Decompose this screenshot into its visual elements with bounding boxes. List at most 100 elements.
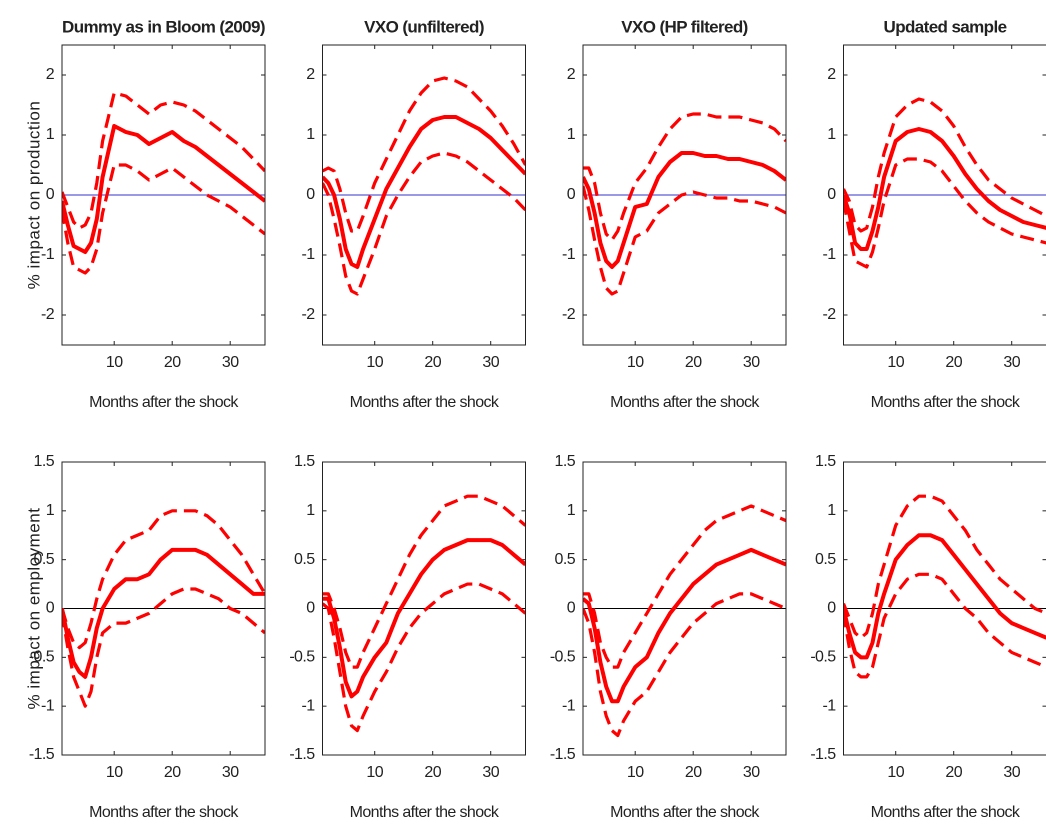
y-tick-label: -2 <box>562 306 576 323</box>
x-tick-label: 30 <box>1003 764 1020 781</box>
y-tick-label: 1 <box>827 126 836 143</box>
y-tick-label: 2 <box>827 66 836 83</box>
x-tick-label: 30 <box>743 354 760 371</box>
y-tick-label: 1.5 <box>294 453 315 470</box>
response-line <box>843 127 1046 251</box>
panel-title: VXO (unfiltered) <box>364 17 484 36</box>
x-axis-label: Months after the shock <box>89 394 239 411</box>
y-tick-label: -1 <box>41 246 55 263</box>
band-line <box>322 494 526 669</box>
y-tick-label: -1 <box>562 697 576 714</box>
y-tick-label: 1 <box>306 502 315 519</box>
band-line <box>322 76 526 233</box>
x-axis-label: Months after the shock <box>871 804 1021 821</box>
y-tick-label: 0 <box>567 186 576 203</box>
y-tick-label: -2 <box>41 306 55 323</box>
y-tick-label: -1.5 <box>289 746 315 763</box>
x-tick-label: 10 <box>887 354 904 371</box>
band-line <box>322 151 526 296</box>
x-tick-label: 10 <box>106 764 123 781</box>
y-axis-label: % impact on employment <box>24 508 43 710</box>
panel: % impact on employment Months after the s… <box>24 453 266 821</box>
panel-title: VXO (HP filtered) <box>621 17 747 36</box>
x-tick-label: 20 <box>164 354 181 371</box>
y-tick-label: -1 <box>41 697 55 714</box>
x-tick-label: 20 <box>424 764 441 781</box>
y-tick-label: 0.5 <box>294 551 315 568</box>
panel: Updated sample Months after the shock -2 -1… <box>822 17 1046 411</box>
band-line <box>62 587 265 708</box>
panel: VXO (unfiltered) Months after the shock -2… <box>301 17 526 411</box>
band-line <box>843 572 1046 679</box>
x-tick-label: 20 <box>685 764 702 781</box>
axes-box <box>843 461 1046 756</box>
y-tick-label: 0 <box>306 186 315 203</box>
band-line <box>62 163 265 275</box>
x-axis-label: Months after the shock <box>610 394 760 411</box>
x-tick-label: 20 <box>164 764 181 781</box>
y-tick-label: 0 <box>827 600 836 617</box>
axes-box <box>582 461 787 756</box>
band-line <box>583 504 786 669</box>
panel: Months after the shock -1.5 -1 -0.5 0 0.5 1 1.5… <box>550 453 787 821</box>
x-tick-label: 30 <box>482 764 499 781</box>
y-tick-label: -1.5 <box>29 746 55 763</box>
x-tick-label: 20 <box>945 764 962 781</box>
y-tick-label: -0.5 <box>810 649 836 666</box>
y-tick-label: -0.5 <box>29 649 55 666</box>
x-tick-label: 20 <box>945 354 962 371</box>
x-tick-label: 10 <box>366 764 383 781</box>
y-tick-label: 1.5 <box>34 453 55 470</box>
x-axis-label: Months after the shock <box>89 804 239 821</box>
y-tick-label: 2 <box>306 66 315 83</box>
y-tick-label: 2 <box>46 66 55 83</box>
y-tick-label: 1 <box>567 126 576 143</box>
x-tick-label: 30 <box>222 764 239 781</box>
y-tick-label: 0 <box>567 600 576 617</box>
band-line <box>843 494 1046 640</box>
axes-box <box>582 44 787 346</box>
y-tick-label: 0.5 <box>555 551 576 568</box>
y-tick-label: -1 <box>822 246 836 263</box>
band-line <box>583 185 786 296</box>
y-tick-label: 0.5 <box>815 551 836 568</box>
x-tick-label: 10 <box>106 354 123 371</box>
y-tick-label: 0.5 <box>34 551 55 568</box>
y-tick-label: 0 <box>46 600 55 617</box>
y-tick-label: 1 <box>306 126 315 143</box>
band-line <box>843 157 1046 269</box>
response-line <box>322 115 526 269</box>
y-tick-label: 1 <box>567 502 576 519</box>
y-tick-label: -1 <box>822 697 836 714</box>
y-tick-label: 1 <box>827 502 836 519</box>
y-tick-label: -2 <box>301 306 315 323</box>
response-line <box>583 547 786 704</box>
response-line <box>583 151 786 269</box>
y-tick-label: 0 <box>827 186 836 203</box>
response-line <box>62 124 265 254</box>
y-tick-label: -0.5 <box>550 649 576 666</box>
x-tick-label: 10 <box>366 354 383 371</box>
y-tick-label: -1 <box>301 246 315 263</box>
x-axis-label: Months after the shock <box>350 394 500 411</box>
y-tick-label: -1 <box>562 246 576 263</box>
y-tick-label: -1 <box>301 697 315 714</box>
band-line <box>583 592 786 738</box>
x-tick-label: 10 <box>887 764 904 781</box>
y-tick-label: 2 <box>567 66 576 83</box>
y-tick-label: -0.5 <box>289 649 315 666</box>
x-tick-label: 10 <box>627 354 644 371</box>
band-line <box>322 582 526 733</box>
axes-box <box>322 44 526 346</box>
x-axis-label: Months after the shock <box>350 804 500 821</box>
band-line <box>62 91 265 230</box>
y-tick-label: 1 <box>46 126 55 143</box>
axes-box <box>322 461 526 756</box>
response-line <box>322 538 526 699</box>
x-axis-label: Months after the shock <box>871 394 1021 411</box>
x-tick-label: 30 <box>1003 354 1020 371</box>
x-tick-label: 10 <box>627 764 644 781</box>
panel: VXO (HP filtered) Months after the shock -… <box>562 17 787 411</box>
